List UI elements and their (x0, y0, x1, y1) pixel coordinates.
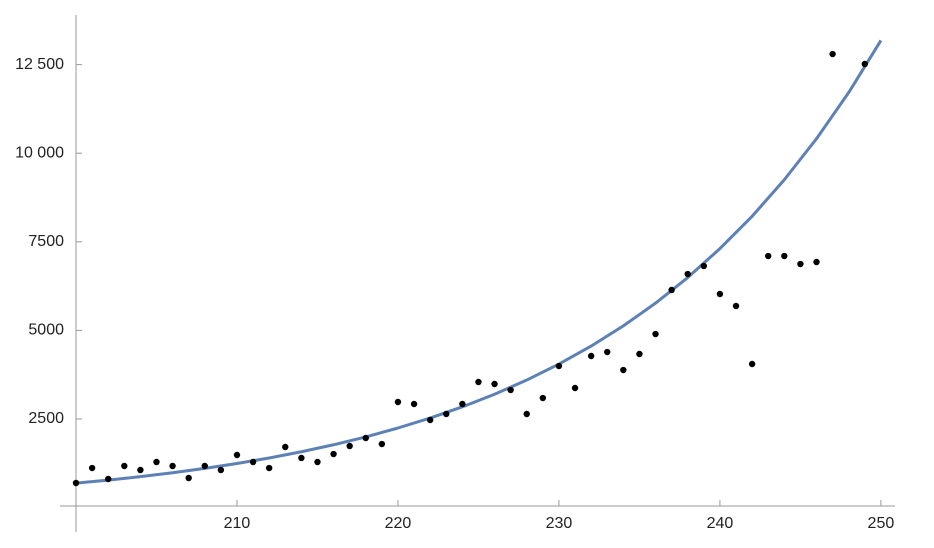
data-point (249, 458, 257, 466)
data-point (185, 474, 192, 482)
data-point (394, 398, 402, 406)
data-point (88, 464, 96, 472)
data-point (781, 252, 788, 260)
data-point (813, 258, 820, 266)
data-point (137, 466, 144, 474)
y-tick-label: 12 500 (15, 56, 64, 73)
data-point (217, 466, 225, 474)
data-point (443, 410, 450, 418)
data-point (732, 302, 740, 310)
data-point (523, 410, 530, 418)
data-point (491, 380, 498, 388)
data-point (330, 450, 337, 458)
data-point (539, 394, 547, 402)
data-point (72, 479, 80, 487)
data-point (346, 442, 353, 450)
y-tick-label: 2500 (28, 410, 64, 427)
data-point (668, 286, 675, 294)
y-tick-label: 10 000 (15, 144, 64, 161)
data-point (829, 50, 836, 58)
data-point (765, 252, 772, 260)
data-point (555, 362, 563, 370)
data-point (378, 440, 386, 448)
x-tick-label: 230 (546, 515, 573, 532)
data-point (716, 290, 724, 298)
data-point (121, 462, 128, 470)
x-tick-label: 250 (868, 515, 895, 532)
data-point (652, 330, 659, 338)
data-point (604, 348, 611, 356)
y-tick-label: 5000 (28, 322, 64, 339)
data-point (426, 416, 434, 424)
data-point (475, 378, 482, 386)
data-point (104, 475, 112, 483)
x-tick-label: 220 (385, 515, 412, 532)
data-point (684, 270, 691, 278)
data-point (153, 458, 160, 466)
x-tick-label: 240 (707, 515, 734, 532)
data-point (298, 454, 305, 462)
data-point (459, 400, 466, 408)
data-point (169, 462, 176, 470)
data-point (201, 462, 208, 470)
data-point (700, 262, 708, 270)
data-point (797, 260, 804, 268)
data-point (620, 366, 627, 374)
fit-curve (75, 39, 883, 485)
data-point (410, 400, 418, 408)
data-point (571, 384, 579, 392)
y-tick-label: 7500 (28, 233, 64, 250)
data-point (587, 352, 595, 360)
data-point (282, 443, 289, 451)
data-point (636, 350, 643, 358)
data-point (314, 458, 321, 466)
data-point (265, 464, 273, 472)
data-point (233, 451, 241, 459)
data-point (748, 360, 756, 368)
x-tick-label: 210 (224, 515, 251, 532)
data-point (861, 60, 869, 68)
data-point (507, 386, 514, 394)
data-point (362, 434, 369, 442)
